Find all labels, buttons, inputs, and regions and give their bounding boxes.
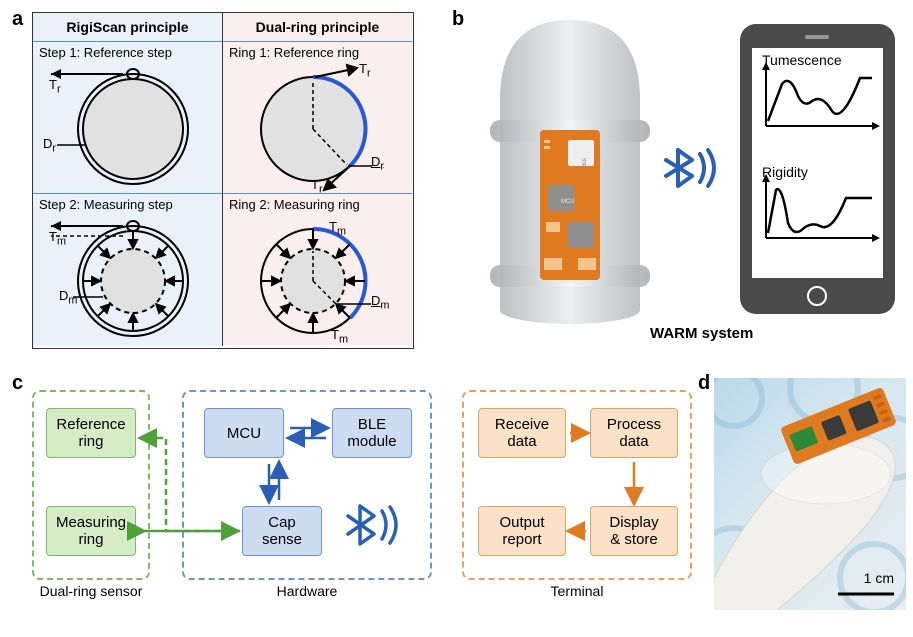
dr-label: Dr [43, 136, 56, 155]
panel-a: RigiScan principle Step 1: Reference ste… [32, 12, 414, 349]
dm-label: Dm [59, 288, 77, 307]
rigiscan-step1-svg [33, 41, 222, 193]
rigiscan-step1: Step 1: Reference step Tr Dr [33, 41, 222, 193]
figure-root: a b c d RigiScan principle Step 1: Refer… [0, 0, 913, 637]
panel-c-arrows [14, 378, 706, 608]
svg-text:BLE: BLE [582, 157, 588, 167]
scalebar-label: 1 cm [864, 570, 894, 586]
r-tr1: Tr [359, 61, 371, 80]
tr-label: Tr [49, 77, 61, 96]
dualring-ring2: Ring 2: Measuring ring [223, 193, 412, 345]
panel-b: MCU BLE [460, 0, 905, 365]
r-dm: Dm [371, 293, 389, 312]
panel-d: 1 cm [714, 378, 906, 610]
panel-a-left: RigiScan principle Step 1: Reference ste… [33, 13, 222, 346]
panel-b-caption: WARM system [650, 325, 753, 342]
plot2-title: Rigidity [762, 164, 808, 180]
rigiscan-title: RigiScan principle [33, 13, 222, 41]
panel-a-right: Dual-ring principle Ring 1: Reference ri… [223, 13, 412, 346]
dualring-ring1: Ring 1: Reference ring Tr Tr [223, 41, 412, 193]
svg-text:MCU: MCU [561, 199, 575, 205]
r-tm1: Tm [329, 219, 346, 238]
panel-label-a: a [12, 8, 23, 31]
rigiscan-step2: Step 2: Measuring step [33, 193, 222, 345]
tm-label: Tm [49, 229, 66, 248]
r-dr: Dr [371, 154, 384, 173]
r-tm2: Tm [331, 327, 348, 346]
dualring-title: Dual-ring principle [223, 13, 412, 41]
rigiscan-step2-svg [33, 193, 222, 345]
dualring-ring2-svg [223, 193, 412, 345]
panel-c: Reference ring Measuring ring Dual-ring … [14, 378, 706, 623]
plot1-title: Tumescence [762, 52, 842, 68]
